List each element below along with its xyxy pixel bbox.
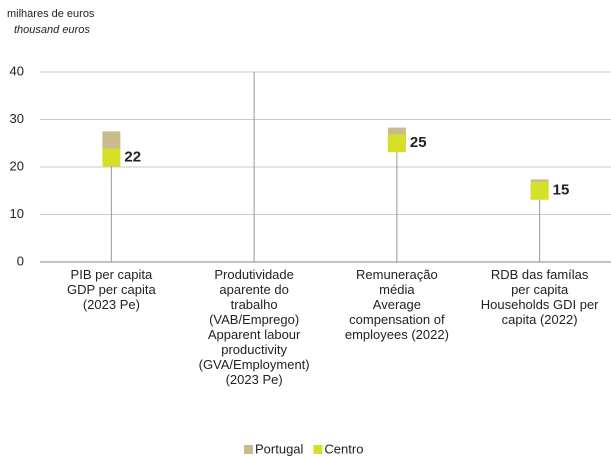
y-tick-label: 30: [10, 111, 24, 126]
marker: [387, 134, 406, 153]
legend-label: Portugal: [255, 441, 304, 456]
value-label: 22: [124, 148, 141, 165]
legend-swatch: [313, 445, 323, 454]
y-tick-label: 20: [10, 158, 24, 173]
marker: [102, 148, 121, 167]
x-tick-label: Produtividade aparente do trabalho (VAB/…: [198, 267, 310, 387]
y-tick-label: 40: [10, 63, 24, 78]
unit-label: milhares de euros: [7, 8, 95, 20]
unit-label-en: thousand euros: [14, 24, 90, 36]
marker: [530, 181, 549, 200]
x-tick-label: RDB das famílas per capita Households GD…: [480, 267, 599, 327]
y-tick-label: 10: [10, 206, 24, 221]
y-tick-label: 0: [17, 253, 24, 268]
value-label: 25: [410, 134, 427, 151]
x-tick-label: PIB per capita GDP per capita (2023 Pe): [67, 267, 156, 312]
legend-swatch: [244, 445, 253, 454]
legend-label: Centro: [324, 441, 363, 456]
x-tick-label: Remuneração média Average compensation o…: [344, 267, 449, 342]
marker: [102, 131, 121, 150]
value-label: 15: [553, 182, 570, 199]
